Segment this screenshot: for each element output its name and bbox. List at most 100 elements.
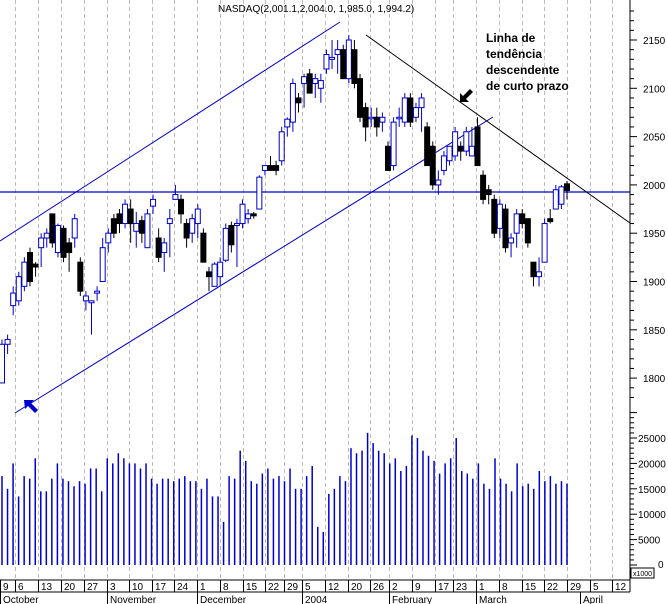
blue-arrow-icon [24, 400, 38, 413]
candle-body [323, 53, 330, 70]
price-axis: 1800 1850 1900 1950 2000 2050 2100 2150 [630, 10, 666, 398]
candle-body [491, 198, 498, 234]
date-axis-months: October November December 2004 February March… [0, 592, 603, 604]
month-label: December [200, 595, 247, 604]
candle-body [547, 218, 554, 223]
candle-body [463, 131, 470, 152]
candle-body [424, 126, 431, 167]
volume-tick-label: 5000 [638, 536, 661, 547]
candle-body [194, 208, 201, 225]
candle-body [418, 97, 425, 109]
volume-multiplier-box [630, 567, 655, 579]
candle-body [144, 213, 151, 249]
candle-body [116, 213, 123, 225]
candle-body [508, 237, 515, 244]
candle-body [457, 145, 464, 152]
day-label: 2 [392, 582, 398, 593]
candle-body [122, 203, 129, 225]
day-label: 6 [18, 582, 24, 593]
candle-body [250, 213, 257, 217]
month-label: March [479, 595, 507, 604]
candle-body [88, 300, 95, 304]
candle-body [94, 290, 101, 294]
candle-body [43, 232, 50, 239]
candle-body [228, 224, 235, 246]
price-tick-label: 2150 [643, 36, 666, 47]
candle-body [558, 186, 565, 205]
price-tick-label: 1950 [643, 229, 666, 240]
upper-channel-line [0, 21, 341, 242]
candle-body [60, 227, 67, 258]
candle-body [21, 261, 28, 287]
candle-body [301, 76, 308, 84]
candle-body [480, 174, 487, 200]
candle-body [77, 261, 84, 292]
volume-tick-label: 15000 [638, 485, 666, 496]
candle-body [541, 223, 548, 263]
candle-body [4, 338, 11, 345]
price-tick-label: 2100 [643, 84, 666, 95]
candle-body [334, 49, 341, 55]
candle-body [317, 80, 324, 89]
candle-body [49, 213, 56, 244]
candle-body [429, 145, 436, 186]
candle-body [178, 198, 185, 215]
candle-body [239, 203, 246, 225]
candle-body [474, 126, 481, 167]
day-label: 9 [3, 582, 9, 593]
price-tick-label: 1900 [643, 278, 666, 289]
day-label: 29 [287, 582, 299, 593]
candle-body [161, 242, 168, 254]
candle-body [524, 218, 531, 244]
day-label: 27 [87, 582, 99, 593]
candle-body [105, 232, 112, 244]
candle-body [256, 176, 263, 210]
black-arrow-icon [460, 89, 473, 102]
month-label: November [110, 595, 157, 604]
day-label: 5 [593, 582, 599, 593]
candle-body [407, 97, 414, 123]
candle-body [245, 213, 252, 220]
svg-text:Linha de: Linha de [486, 31, 536, 45]
candle-body [15, 276, 22, 302]
day-label: 5 [305, 582, 311, 593]
candle-body [217, 261, 224, 278]
candle-body [127, 208, 134, 225]
candle-body [71, 218, 78, 239]
candle-body [373, 116, 380, 128]
candle-body [99, 247, 106, 283]
candle-body [211, 263, 218, 287]
candle-body [0, 343, 5, 384]
day-label: 17 [438, 582, 450, 593]
annotation-text: Linha de tendência descendente de curto … [486, 31, 569, 93]
candle-body [530, 261, 537, 278]
volume-bars [1, 432, 568, 565]
candle-body [502, 208, 509, 249]
candle-body [379, 116, 386, 123]
candle-body [390, 121, 397, 167]
candle-body [485, 189, 492, 196]
day-label: 22 [268, 582, 280, 593]
candle-body [38, 237, 45, 249]
candle-body [345, 39, 352, 80]
candle-body [396, 116, 403, 120]
candle-body [172, 194, 179, 200]
candle-body [468, 145, 475, 157]
candle-body [306, 73, 313, 94]
candle-body [513, 213, 520, 234]
day-label: 9 [415, 582, 421, 593]
day-label: 22 [547, 582, 559, 593]
candle-body [564, 183, 570, 192]
price-tick-label: 2050 [643, 133, 666, 144]
candle-body [284, 118, 291, 128]
candle-body [66, 242, 73, 254]
candle-body [155, 237, 162, 258]
candle-body [261, 165, 268, 171]
candle-body [110, 218, 117, 234]
candle-body [267, 165, 274, 171]
day-label: 15 [525, 582, 537, 593]
candle-body [189, 218, 196, 234]
day-label: 8 [502, 582, 508, 593]
candle-body [351, 49, 358, 84]
month-label: February [392, 595, 432, 604]
